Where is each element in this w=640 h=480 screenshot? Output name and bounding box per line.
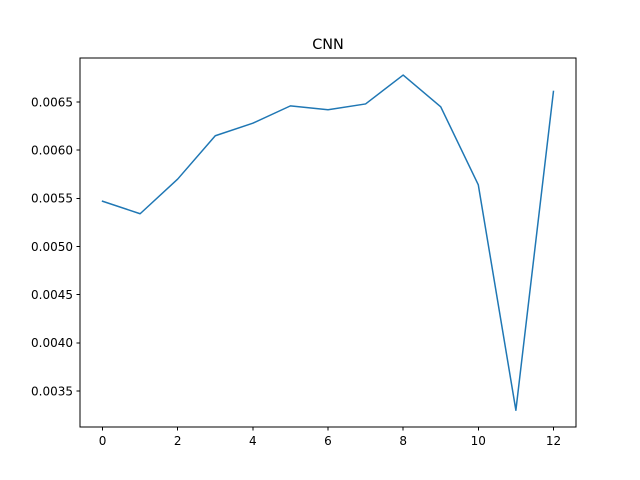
plot-frame xyxy=(79,57,577,428)
y-tick-label: 0.0060 xyxy=(31,143,73,157)
y-tick-label: 0.0045 xyxy=(31,288,73,302)
chart-title: CNN xyxy=(312,37,344,53)
y-tick-label: 0.0065 xyxy=(31,95,73,109)
y-tick-label: 0.0040 xyxy=(31,336,73,350)
x-axis: 0 2 4 6 8 10 12 xyxy=(99,427,561,448)
x-tick-label: 2 xyxy=(174,434,182,448)
series-layer xyxy=(101,74,555,411)
x-tick-label: 6 xyxy=(324,434,332,448)
x-tick-label: 4 xyxy=(249,434,257,448)
x-tick-label: 8 xyxy=(399,434,407,448)
y-tick-label: 0.0055 xyxy=(31,192,73,206)
x-tick-label: 10 xyxy=(471,434,486,448)
y-tick-label: 0.0050 xyxy=(31,240,73,254)
y-tick-label: 0.0035 xyxy=(31,384,73,398)
series-line xyxy=(101,74,555,411)
x-tick-label: 0 xyxy=(99,434,107,448)
x-tick-label: 12 xyxy=(546,434,561,448)
y-axis: 0.0035 0.0040 0.0045 0.0050 0.0055 0.0060 0.00… xyxy=(31,95,80,398)
